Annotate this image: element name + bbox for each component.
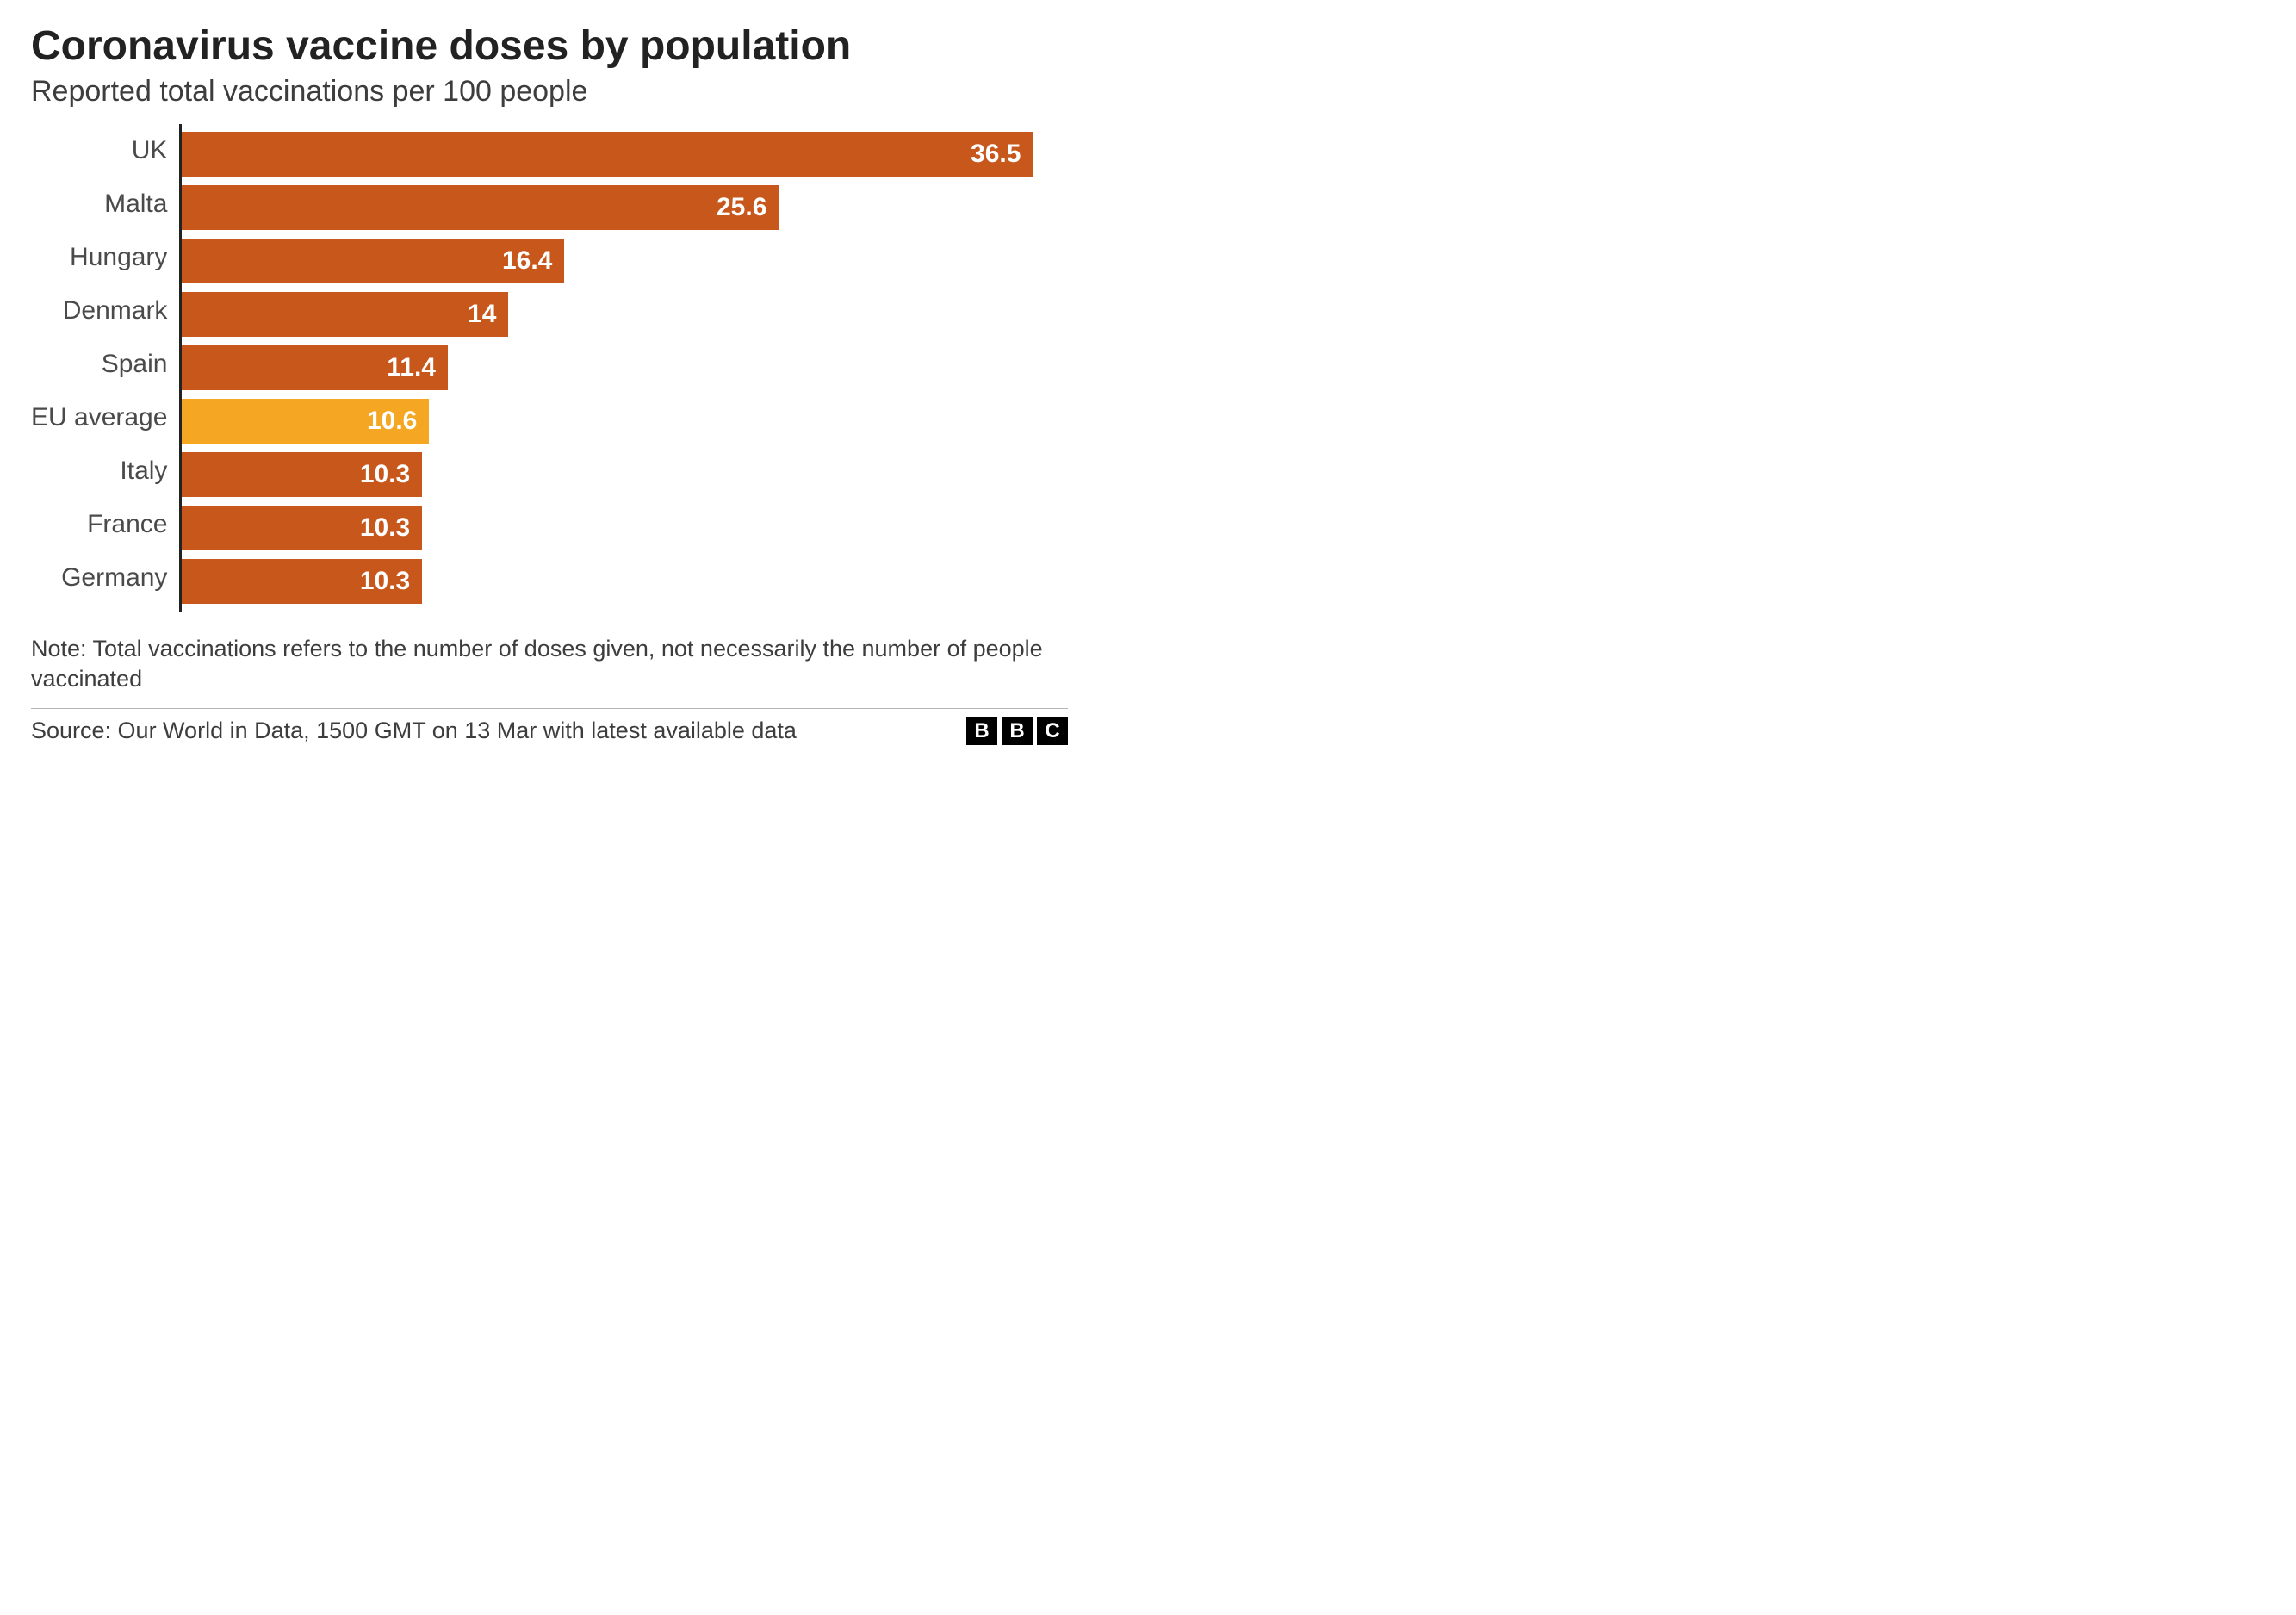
- bar-row: 25.6: [182, 181, 1068, 234]
- bbc-logo-block: B: [1002, 717, 1033, 745]
- bar-row: 14: [182, 288, 1068, 341]
- bbc-logo-block: B: [966, 717, 997, 745]
- bar-row: 10.3: [182, 555, 1068, 608]
- bar-row: 36.5: [182, 127, 1068, 181]
- category-label: Malta: [104, 177, 167, 231]
- bar-value: 10.3: [360, 513, 410, 543]
- source-text: Source: Our World in Data, 1500 GMT on 1…: [31, 717, 797, 744]
- bar: 14: [182, 292, 508, 337]
- category-label: France: [87, 498, 167, 551]
- category-label: Germany: [61, 551, 167, 605]
- bar-row: 11.4: [182, 341, 1068, 394]
- category-label: Italy: [120, 444, 167, 498]
- bar: 10.3: [182, 452, 422, 497]
- bar: 10.6: [182, 399, 429, 444]
- bar: 36.5: [182, 132, 1033, 177]
- category-label: Spain: [102, 338, 168, 391]
- chart-note: Note: Total vaccinations refers to the n…: [31, 634, 1068, 694]
- bar-row: 16.4: [182, 234, 1068, 288]
- bar-value: 10.3: [360, 460, 410, 489]
- chart-subtitle: Reported total vaccinations per 100 peop…: [31, 75, 1068, 109]
- bar: 25.6: [182, 185, 779, 230]
- chart-footer: Source: Our World in Data, 1500 GMT on 1…: [31, 708, 1068, 745]
- category-label: Hungary: [70, 231, 167, 284]
- bar-row: 10.6: [182, 394, 1068, 448]
- category-label: Denmark: [63, 284, 168, 338]
- bars-area: 36.5 25.6 16.414 11.4 10.6 10.3 10.3 10.3: [179, 124, 1068, 612]
- bar-value: 16.4: [502, 246, 552, 276]
- bar-value: 25.6: [717, 193, 766, 222]
- bar-chart: UKMaltaHungaryDenmarkSpainEU averageItal…: [31, 124, 1068, 612]
- bar: 10.3: [182, 559, 422, 604]
- bar: 10.3: [182, 506, 422, 550]
- bbc-logo: BBC: [966, 717, 1068, 745]
- category-label: UK: [132, 124, 168, 177]
- bar: 11.4: [182, 345, 448, 390]
- bar: 16.4: [182, 239, 564, 283]
- category-label: EU average: [31, 391, 167, 444]
- bar-row: 10.3: [182, 501, 1068, 555]
- bbc-logo-block: C: [1037, 717, 1068, 745]
- category-labels: UKMaltaHungaryDenmarkSpainEU averageItal…: [31, 124, 179, 612]
- bar-value: 36.5: [971, 140, 1021, 169]
- bar-value: 10.3: [360, 567, 410, 596]
- bar-value: 14: [468, 300, 496, 329]
- bar-value: 11.4: [387, 353, 436, 382]
- bar-row: 10.3: [182, 448, 1068, 501]
- chart-title: Coronavirus vaccine doses by population: [31, 24, 1068, 70]
- bar-value: 10.6: [367, 407, 417, 436]
